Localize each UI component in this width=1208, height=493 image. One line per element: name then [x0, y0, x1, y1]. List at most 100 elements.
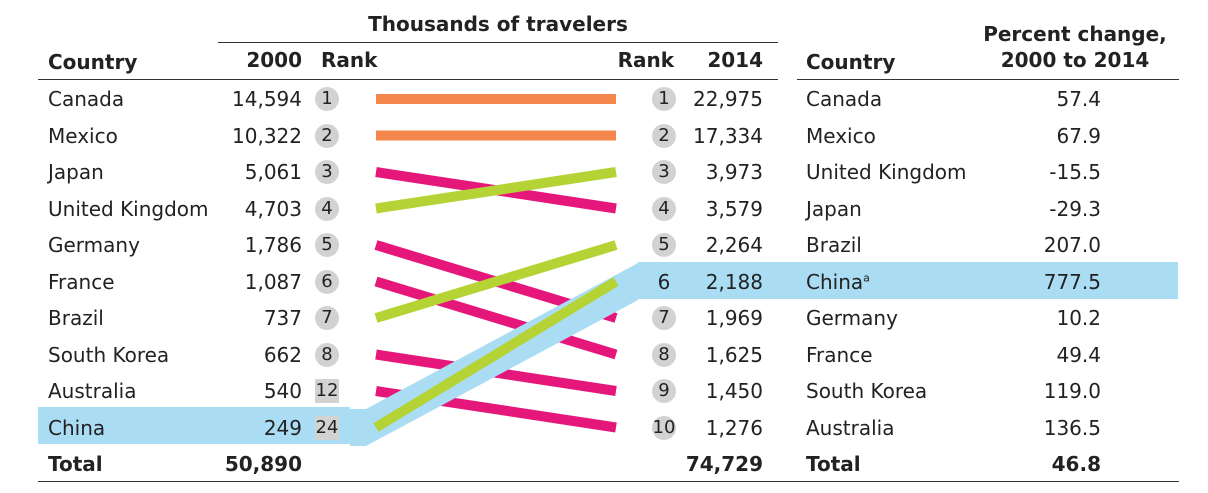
country-2014: Germany	[806, 306, 898, 330]
travelers-2000: 249	[263, 415, 302, 440]
country-name: Australia	[806, 415, 895, 440]
china-2000-highlight	[38, 407, 350, 444]
group-title-rule	[218, 42, 778, 43]
country-name: Brazil	[806, 233, 862, 257]
country-name: United Kingdom	[806, 160, 967, 184]
travelers-2014: 3,973	[705, 160, 763, 184]
header-country-right: Country	[806, 50, 896, 74]
country-name: South Korea	[806, 379, 928, 403]
travelers-2014: 1,625	[705, 342, 763, 367]
country-2014: United Kingdom	[806, 160, 967, 184]
header-rule-right	[797, 79, 1179, 80]
pct-change: -29.3	[1049, 196, 1101, 221]
travelers-2014: 2,264	[705, 233, 763, 257]
rank-2000-badge: 6	[315, 269, 339, 294]
pct-change: 207.0	[1043, 233, 1101, 257]
country-2000: China	[48, 415, 106, 440]
pct-change: -15.5	[1049, 160, 1101, 184]
travelers-2014: 22,975	[693, 87, 763, 111]
travelers-2014: 1,276	[705, 415, 763, 440]
country-2014: South Korea	[806, 379, 927, 403]
rank-change-line	[375, 167, 617, 214]
travelers-2014: 1,450	[705, 379, 763, 403]
pct-change: 10.2	[1056, 306, 1101, 330]
china-2014-highlight	[638, 262, 1178, 299]
travelers-2014: 2,188	[705, 269, 763, 294]
country-name: China	[806, 269, 864, 294]
header-pct-change-line1: Percent change,	[983, 22, 1167, 46]
pct-change: 136.5	[1043, 415, 1101, 440]
rank-2000-badge: 5	[315, 233, 339, 257]
pct-change: 57.4	[1056, 87, 1101, 111]
rank-2014-badge: 1	[652, 87, 676, 111]
rank-change-line	[373, 277, 619, 432]
travelers-2000: 5,061	[244, 160, 302, 184]
country-name: France	[806, 342, 873, 367]
total-label-left: Total	[48, 452, 103, 476]
country-2000: Mexico	[48, 123, 118, 148]
country-2014: Mexico	[806, 124, 876, 148]
country-2000: United Kingdom	[48, 196, 209, 221]
rank-2014: 6	[657, 269, 671, 294]
country-2014: Brazil	[806, 233, 862, 257]
rank-2000-badge: 24	[315, 415, 339, 440]
travelers-2000: 1,786	[244, 233, 302, 257]
country-2014: Chinaa	[806, 270, 870, 294]
rank-2014-badge: 8	[652, 342, 676, 367]
rank-2000-badge: 1	[315, 87, 339, 111]
country-2000: Japan	[48, 160, 104, 184]
travelers-2014: 17,334	[693, 123, 763, 148]
country-2000: South Korea	[48, 342, 170, 367]
country-2014: Canada	[806, 87, 882, 111]
pct-change: 777.5	[1043, 269, 1101, 294]
rank-change-line	[374, 276, 618, 360]
country-2000: France	[48, 269, 115, 294]
bottom-rule	[38, 481, 1179, 482]
country-2000: Australia	[48, 379, 137, 403]
rank-2014-badge: 3	[652, 160, 676, 184]
rank-2014-badge: 9	[652, 379, 676, 403]
footnote-marker: a	[863, 270, 870, 284]
header-rank-2014: Rank	[617, 48, 674, 72]
pct-change: 49.4	[1056, 342, 1101, 367]
rank-2000-badge: 8	[315, 342, 339, 367]
header-2014: 2014	[707, 48, 763, 72]
pct-change: 119.0	[1043, 379, 1101, 403]
header-rule-left	[38, 79, 778, 80]
travelers-2000: 540	[263, 379, 302, 403]
country-name: Japan	[806, 196, 862, 221]
total-label-right: Total	[806, 452, 861, 476]
rank-2014-badge: 10	[652, 415, 676, 440]
header-country-left: Country	[48, 50, 138, 74]
country-2014: Japan	[806, 197, 862, 221]
travelers-2014: 3,579	[705, 196, 763, 221]
rank-2000-badge: 2	[315, 123, 339, 148]
total-pct-change: 46.8	[1051, 452, 1101, 476]
country-name: Canada	[806, 87, 883, 111]
rank-2000-badge: 7	[315, 306, 339, 330]
total-2000: 50,890	[224, 452, 302, 476]
travelers-2000: 10,322	[232, 123, 302, 148]
travelers-2014: 1,969	[705, 306, 763, 330]
country-2014: France	[806, 343, 873, 367]
country-2000: Brazil	[48, 306, 104, 330]
travelers-2000: 4,703	[244, 196, 302, 221]
travelers-2000: 737	[263, 306, 302, 330]
rank-2014-badge: 4	[652, 196, 676, 221]
rank-2014-badge: 5	[652, 233, 676, 257]
rank-2000-badge: 4	[315, 196, 339, 221]
country-2000: Canada	[48, 87, 125, 111]
rank-change-line	[374, 240, 618, 323]
group-title: Thousands of travelers	[368, 12, 628, 36]
travelers-2000: 14,594	[232, 87, 302, 111]
travelers-2000: 1,087	[244, 269, 302, 294]
rank-2000-badge: 12	[315, 379, 339, 403]
rank-2014-badge: 7	[652, 306, 676, 330]
pct-change: 67.9	[1056, 123, 1101, 148]
header-pct-change-line2: 2000 to 2014	[1000, 48, 1150, 72]
rank-2000-badge: 3	[315, 160, 339, 184]
country-name: Mexico	[806, 123, 876, 148]
total-2014: 74,729	[685, 452, 763, 476]
country-2014: Australia	[806, 416, 894, 440]
